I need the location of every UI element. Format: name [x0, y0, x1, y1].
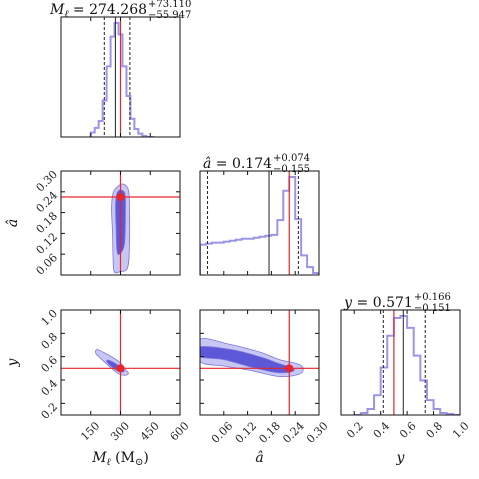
title-value-a: = 0.174 [211, 156, 272, 172]
xtick-label-M-2: 450 [138, 419, 162, 443]
ytick-label-y-3: 0.8 [39, 330, 61, 352]
ytick-label-y-0: 0.2 [39, 400, 61, 422]
title-subscript-M: ℓ [64, 9, 68, 20]
ytick-label-y-4: 1.0 [39, 307, 61, 329]
ytick-label-y-2: 0.6 [39, 354, 61, 376]
histogram-M [89, 17, 155, 137]
panel-frame-a-a [199, 170, 320, 276]
xlabel-M: Mℓ (M⊙) [91, 450, 149, 468]
truth-point-M-a [116, 193, 125, 201]
ytick-label-a-2: 0.18 [34, 210, 61, 237]
title-plus-a: +0.074 [273, 153, 310, 164]
ylabel-y: y [5, 357, 21, 367]
truth-point-M-y [116, 364, 125, 373]
xtick-label-M-3: 600 [168, 419, 192, 443]
contour-panel-M-y [61, 310, 180, 415]
title-M: Mℓ = 274.268 [49, 2, 147, 20]
xtick-label-a-1: 0.12 [233, 419, 260, 446]
title-plus-y: +0.166 [414, 292, 451, 303]
histogram-step-M [89, 22, 155, 137]
contour-panel-M-a [61, 171, 180, 275]
ylabel-a: â [5, 219, 21, 227]
title-symbol-a: â [203, 156, 211, 172]
histogram-step-a [200, 176, 319, 275]
xtick-label-a-2: 0.18 [256, 419, 283, 446]
xtick-label-y-4: 1.0 [450, 419, 472, 441]
xtick-label-y-1: 0.4 [371, 419, 393, 441]
ytick-label-a-3: 0.24 [34, 189, 61, 216]
title-symbol-y: y [343, 295, 353, 311]
xtick-label-M-1: 300 [108, 419, 132, 443]
histogram-y [354, 310, 460, 415]
title-symbol-M: M [49, 2, 65, 18]
xtick-label-y-3: 0.8 [424, 419, 446, 441]
title-a: â = 0.174 [203, 156, 272, 172]
title-minus-y: −0.151 [414, 303, 451, 314]
contour-panel-a-y [200, 310, 319, 415]
ytick-label-a-1: 0.12 [34, 230, 61, 257]
title-minus-M: −55.947 [148, 10, 191, 21]
contour-inner-a-y [200, 346, 295, 374]
xtick-label-a-4: 0.30 [304, 419, 331, 446]
title-value-M: = 274.268 [68, 2, 147, 18]
truth-point-a-y [285, 364, 294, 373]
ytick-label-a-0: 0.06 [34, 251, 61, 278]
panel-frame-y-y [340, 309, 461, 416]
title-minus-a: −0.155 [273, 164, 310, 175]
ytick-label-y-1: 0.4 [39, 377, 61, 399]
xtick-label-M-0: 150 [78, 419, 102, 443]
xtick-label-y-0: 0.2 [344, 419, 366, 441]
ytick-label-a-4: 0.30 [34, 168, 61, 195]
histogram-step-y [354, 315, 460, 415]
xtick-label-y-2: 0.6 [397, 419, 419, 441]
histogram-a [200, 171, 319, 275]
xlabel-a: â [255, 450, 263, 466]
xtick-label-a-0: 0.06 [209, 419, 236, 446]
xlabel-y: y [396, 450, 406, 466]
panel-frame-a-y [199, 309, 320, 416]
title-plus-M: +73.110 [148, 0, 191, 10]
title-y: y = 0.571 [343, 295, 413, 311]
title-value-y: = 0.571 [352, 295, 413, 311]
xtick-label-a-3: 0.24 [280, 419, 307, 446]
